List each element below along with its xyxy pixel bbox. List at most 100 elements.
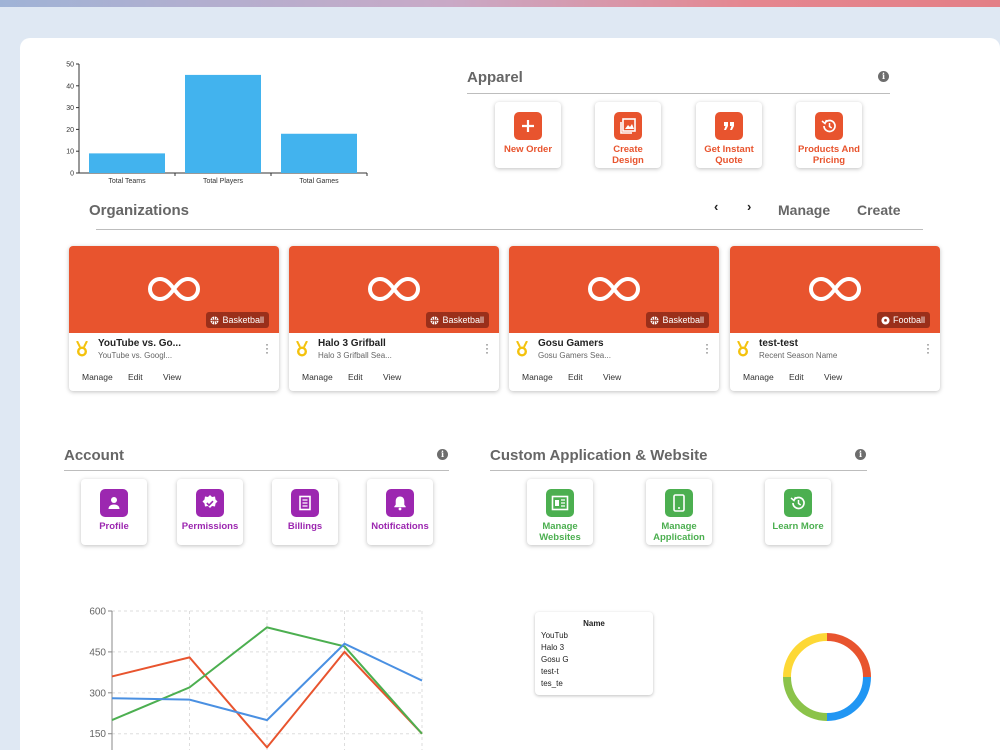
person-icon <box>100 489 128 517</box>
organizations-divider <box>96 229 923 230</box>
billings-tile[interactable]: Billings <box>272 479 338 545</box>
card-manage-button[interactable]: Manage <box>82 372 113 382</box>
bar <box>281 133 357 173</box>
sport-badge: Football <box>876 312 930 328</box>
billings-label: Billings <box>287 521 323 532</box>
manage-application-label: Manage Application <box>653 521 705 543</box>
card-edit-button[interactable]: Edit <box>128 372 143 382</box>
x-tick-label: Total Players <box>203 178 244 185</box>
top-gradient-bar <box>0 0 1000 7</box>
manage-link[interactable]: Manage <box>778 202 831 218</box>
organization-card[interactable]: Basketball YouTube vs. Go... YouTube vs. G… <box>69 246 279 391</box>
card-manage-button[interactable]: Manage <box>743 372 774 382</box>
history-icon <box>815 112 843 140</box>
account-info-icon[interactable]: i <box>437 449 448 460</box>
apparel-title: Apparel <box>467 69 523 86</box>
custom-app-divider <box>490 470 867 471</box>
y-tick-label: 50 <box>66 62 74 69</box>
card-edit-button[interactable]: Edit <box>568 372 583 382</box>
prev-arrow-button[interactable]: ‹ <box>714 199 719 214</box>
more-options-icon[interactable]: · · · <box>485 337 489 359</box>
card-edit-button[interactable]: Edit <box>348 372 363 382</box>
names-table-header: Name <box>583 619 605 628</box>
x-tick-label: Total Teams <box>108 178 146 185</box>
organization-name: YouTube vs. Go... <box>98 338 181 349</box>
organization-card[interactable]: Basketball Halo 3 Grifball Halo 3 Grifball… <box>289 246 499 391</box>
bar <box>185 74 261 173</box>
season-name: Halo 3 Grifball Sea... <box>318 351 392 360</box>
organization-card[interactable]: Basketball Gosu Gamers Gosu Gamers Sea... ·… <box>509 246 719 391</box>
infinity-logo-icon <box>148 276 200 302</box>
organization-name: test-test <box>759 338 798 349</box>
more-options-icon[interactable]: · · · <box>265 337 269 359</box>
y-tick-label: 10 <box>66 149 74 156</box>
card-manage-button[interactable]: Manage <box>302 372 333 382</box>
basketball-icon <box>430 315 440 325</box>
y-tick-label: 0 <box>70 171 74 178</box>
y-tick-label: 150 <box>89 729 106 740</box>
y-tick-label: 20 <box>66 127 74 134</box>
products-pricing-label: Products And Pricing <box>798 144 860 166</box>
manage-websites-label: Manage Websites <box>539 521 581 543</box>
sport-label: Basketball <box>442 315 484 325</box>
notifications-tile[interactable]: Notifications <box>367 479 433 545</box>
donut-slice <box>783 676 828 721</box>
more-options-icon[interactable]: · · · <box>705 337 709 359</box>
y-tick-label: 30 <box>66 105 74 112</box>
sport-label: Basketball <box>222 315 264 325</box>
apparel-divider <box>467 93 890 94</box>
table-row: Gosu G <box>541 655 569 664</box>
medal-icon <box>296 341 308 357</box>
organization-card[interactable]: Football test-test Recent Season Name · · · Ma… <box>730 246 940 391</box>
series-line <box>111 650 423 749</box>
new-order-tile[interactable]: New Order <box>495 102 561 168</box>
notifications-label: Notifications <box>371 521 429 532</box>
bar <box>89 153 165 173</box>
y-tick-label: 450 <box>89 647 106 658</box>
stats-bar-chart: 0 10 20 30 40 50 Total Teams Total Players Total… <box>66 62 368 185</box>
card-view-button[interactable]: View <box>603 372 622 382</box>
card-view-button[interactable]: View <box>824 372 843 382</box>
medal-icon <box>516 341 528 357</box>
phone-icon <box>665 489 693 517</box>
history-icon <box>784 489 812 517</box>
account-title: Account <box>64 447 124 464</box>
sport-badge: Basketball <box>206 312 269 328</box>
sport-label: Football <box>892 315 925 325</box>
new-order-label: New Order <box>503 144 553 155</box>
learn-more-tile[interactable]: Learn More <box>765 479 831 545</box>
profile-tile[interactable]: Profile <box>81 479 147 545</box>
create-design-label: Create Design <box>612 144 644 166</box>
sport-label: Basketball <box>662 315 704 325</box>
image-gallery-icon <box>614 112 642 140</box>
table-row: test-t <box>541 667 559 676</box>
permissions-tile[interactable]: Permissions <box>177 479 243 545</box>
card-view-button[interactable]: View <box>383 372 402 382</box>
products-pricing-tile[interactable]: Products And Pricing <box>796 102 862 168</box>
organization-name: Gosu Gamers <box>538 338 604 349</box>
line-chart: 150 300 450 600 <box>89 607 423 750</box>
sport-badge: Basketball <box>426 312 489 328</box>
instant-quote-tile[interactable]: Get Instant Quote <box>696 102 762 168</box>
create-link[interactable]: Create <box>857 202 901 218</box>
medal-icon <box>737 341 749 357</box>
next-arrow-button[interactable]: › <box>747 199 752 214</box>
donut-slice <box>826 676 871 721</box>
season-name: Recent Season Name <box>759 351 838 360</box>
y-tick-label: 600 <box>89 607 106 618</box>
apparel-info-icon[interactable]: i <box>878 71 889 82</box>
card-view-button[interactable]: View <box>163 372 182 382</box>
more-options-icon[interactable]: · · · <box>926 337 930 359</box>
manage-application-tile[interactable]: Manage Application <box>646 479 712 545</box>
sport-badge: Basketball <box>646 312 709 328</box>
custom-app-title: Custom Application & Website <box>490 447 708 464</box>
y-tick-label: 300 <box>89 688 106 699</box>
create-design-tile[interactable]: Create Design <box>595 102 661 168</box>
plus-icon <box>514 112 542 140</box>
card-manage-button[interactable]: Manage <box>522 372 553 382</box>
donut-slice <box>783 633 828 678</box>
manage-websites-tile[interactable]: Manage Websites <box>527 479 593 545</box>
custom-app-info-icon[interactable]: i <box>855 449 866 460</box>
card-edit-button[interactable]: Edit <box>789 372 804 382</box>
table-row: YouTub <box>541 631 568 640</box>
